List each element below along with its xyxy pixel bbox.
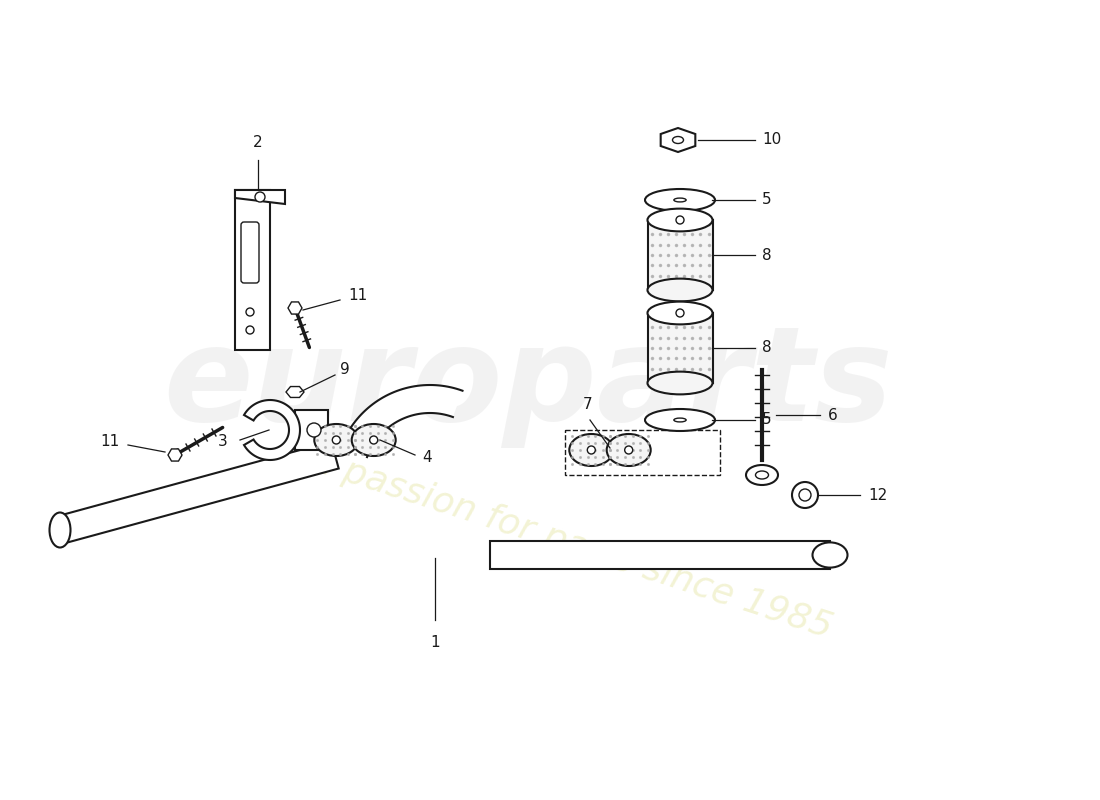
Ellipse shape [645,189,715,211]
Ellipse shape [570,434,614,466]
Text: 8: 8 [762,247,771,262]
Circle shape [255,192,265,202]
Circle shape [676,216,684,224]
Polygon shape [490,541,830,569]
Text: 4: 4 [422,450,431,466]
Ellipse shape [645,409,715,431]
Polygon shape [168,449,182,461]
Polygon shape [648,313,713,383]
Ellipse shape [648,209,713,231]
Polygon shape [56,442,339,543]
Text: 8: 8 [762,341,771,355]
Circle shape [370,436,377,444]
Ellipse shape [674,198,686,202]
Text: 9: 9 [340,362,350,378]
Text: 6: 6 [828,407,838,422]
Ellipse shape [607,434,651,466]
Polygon shape [648,220,713,290]
Text: 5: 5 [762,193,771,207]
Ellipse shape [672,137,683,143]
Ellipse shape [648,372,713,394]
Ellipse shape [674,418,686,422]
Circle shape [587,446,595,454]
Text: 3: 3 [218,434,228,450]
Circle shape [246,308,254,316]
Polygon shape [341,385,462,457]
Text: 1: 1 [430,635,440,650]
Text: 12: 12 [868,487,888,502]
FancyBboxPatch shape [241,222,258,283]
Text: 5: 5 [762,413,771,427]
Text: 2: 2 [253,135,263,150]
Ellipse shape [648,278,713,302]
Ellipse shape [756,471,769,479]
Ellipse shape [813,542,847,568]
Circle shape [676,309,684,317]
Polygon shape [235,190,270,350]
Ellipse shape [315,424,359,456]
Text: 11: 11 [348,289,367,303]
Text: 11: 11 [101,434,120,450]
Ellipse shape [50,513,70,547]
Ellipse shape [648,302,713,324]
Circle shape [307,423,321,437]
Text: 10: 10 [762,133,781,147]
Circle shape [625,446,632,454]
Polygon shape [288,302,302,314]
Circle shape [246,326,254,334]
Polygon shape [661,128,695,152]
Circle shape [332,436,340,444]
Ellipse shape [352,424,396,456]
Text: a passion for parts since 1985: a passion for parts since 1985 [307,443,837,645]
Polygon shape [244,400,300,460]
Ellipse shape [746,465,778,485]
Text: 7: 7 [583,397,593,412]
Polygon shape [295,410,328,450]
Polygon shape [235,190,285,204]
Text: europarts: europarts [163,321,893,447]
Polygon shape [286,386,304,398]
